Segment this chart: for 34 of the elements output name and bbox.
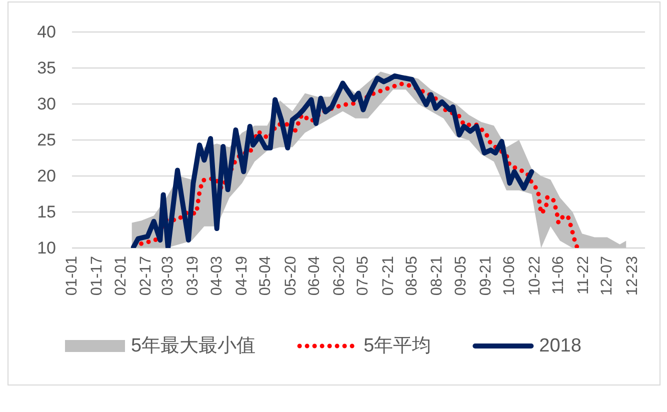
x-tick-label: 01-01 [64,256,80,296]
x-tick-label: 09-21 [478,256,495,296]
x-tick-label: 01-17 [88,256,106,296]
y-tick-label: 15 [37,202,56,222]
legend-label: 5年平均 [364,336,432,356]
x-tick-label: 04-03 [208,256,226,296]
x-tick-label: 09-05 [452,256,470,296]
x-tick-label: 08-21 [428,256,446,296]
y-tick-label: 25 [37,130,56,150]
x-tick-label: 03-03 [160,256,177,296]
legend-label: 2018 [539,336,582,356]
x-tick-label: 02-01 [112,256,130,296]
x-tick-label: 05-20 [282,256,300,296]
x-tick-label: 03-19 [184,256,202,296]
y-tick-label: 35 [37,58,56,78]
x-tick-label: 12-07 [598,256,616,296]
x-tick-label: 06-20 [331,256,348,296]
x-tick-label: 10-22 [526,256,544,296]
x-tick-label: 04-19 [234,256,251,296]
x-tick-label: 02-17 [137,256,154,296]
y-tick-label: 10 [37,238,56,258]
x-tick-label: 07-21 [380,256,397,296]
x-tick-label: 11-06 [550,256,567,294]
x-tick-label: 12-23 [624,256,641,296]
y-tick-label: 20 [37,166,56,186]
x-tick-label: 11-22 [575,256,592,294]
x-tick-label: 10-06 [501,256,518,296]
x-tick-label: 07-05 [354,256,372,296]
y-tick-label: 40 [37,22,56,42]
x-tick-label: 06-04 [306,256,323,296]
x-tick-label: 05-04 [257,256,274,296]
y-tick-label: 30 [37,94,56,114]
x-tick-label: 08-05 [404,256,421,296]
legend-label: 5年最大最小值 [131,336,256,356]
